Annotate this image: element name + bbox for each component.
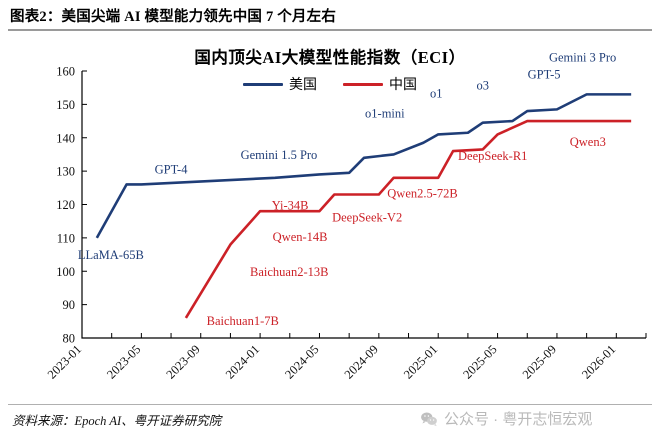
chart-title: 国内顶尖AI大模型性能指数（ECI） [194, 48, 466, 67]
annotation-label: GPT-5 [528, 67, 561, 81]
chart-series [95, 93, 632, 319]
watermark-text: 公众号 · 粤开志恒宏观 [444, 411, 593, 428]
annotation-label: o1 [430, 86, 443, 100]
annotation-label: Gemini 3 Pro [549, 50, 616, 64]
annotation-label: Qwen-14B [273, 230, 328, 244]
annotation-label: o3 [476, 79, 489, 93]
legend-swatch-us [243, 82, 283, 86]
y-tick-label: 130 [56, 165, 75, 179]
x-tick-label: 2024-09 [342, 342, 381, 381]
y-tick-label: 140 [56, 131, 75, 145]
annotation-label: GPT-4 [155, 162, 189, 176]
chart-annotations: LLaMA-65B GPT-4 Gemini 1.5 Pro o1-mini o1 o3 G… [78, 50, 616, 328]
chart-container: 国内顶尖AI大模型性能指数（ECI） 美国 中国 80 90 100 110 120 13… [8, 34, 652, 402]
y-tick-label: 160 [56, 65, 75, 79]
y-tick-label: 120 [56, 198, 75, 212]
y-tick-label: 90 [63, 298, 76, 312]
legend-item-cn: 中国 [343, 74, 417, 94]
source-note: 资料来源：Epoch AI、粤开证券研究院 [12, 414, 222, 428]
x-tick-label: 2026-01 [579, 342, 618, 381]
annotation-label: Yi-34B [272, 199, 309, 213]
annotation-label: DeepSeek-V2 [332, 211, 402, 225]
x-tick-label: 2025-01 [401, 342, 440, 381]
x-tick-label: 2024-01 [223, 342, 262, 381]
x-tick-label: 2023-09 [163, 342, 202, 381]
figure-header: 图表2：美国尖端 AI 模型能力领先中国 7 个月左右 [0, 0, 660, 30]
chart-legend: 美国 中国 [8, 74, 652, 94]
figure-caption: 图表2：美国尖端 AI 模型能力领先中国 7 个月左右 [10, 8, 337, 25]
series-line-us [95, 93, 632, 239]
wechat-icon [421, 411, 437, 426]
annotation-label: o1-mini [365, 106, 405, 120]
y-tick-label: 150 [56, 98, 75, 112]
x-tick-label: 2023-01 [45, 342, 84, 381]
header-divider [8, 29, 652, 31]
x-tick-label: 2023-05 [104, 342, 143, 381]
chart-axes [81, 70, 647, 339]
legend-swatch-cn [343, 82, 383, 86]
y-axis-tick-labels: 80 90 100 110 120 130 140 150 160 [56, 65, 75, 346]
y-tick-label: 80 [63, 332, 76, 346]
x-tick-label: 2025-05 [460, 342, 499, 381]
footer-divider [8, 404, 652, 405]
y-tick-label: 100 [56, 265, 75, 279]
annotation-label: Baichuan2-13B [250, 265, 328, 279]
legend-label-cn: 中国 [389, 78, 417, 93]
watermark: 公众号 · 粤开志恒宏观 [420, 408, 592, 429]
series-line-cn [184, 119, 632, 319]
legend-label-us: 美国 [289, 78, 317, 93]
x-tick-label: 2024-05 [282, 342, 321, 381]
chart-plot: 80 90 100 110 120 130 140 150 160 2023-01 2023-05… [45, 50, 647, 382]
annotation-label: Baichuan1-7B [207, 314, 279, 328]
annotation-label: LLaMA-65B [78, 248, 144, 262]
annotation-label: Qwen3 [570, 135, 606, 149]
annotation-label: DeepSeek-R1 [458, 149, 527, 163]
y-tick-label: 110 [57, 231, 75, 245]
annotation-label: Qwen2.5-72B [387, 186, 457, 200]
annotation-label: Gemini 1.5 Pro [241, 148, 318, 162]
x-axis-tick-labels: 2023-01 2023-05 2023-09 2024-01 2024-05 2024-… [45, 342, 619, 381]
x-tick-label: 2025-09 [520, 342, 559, 381]
legend-item-us: 美国 [243, 74, 317, 94]
